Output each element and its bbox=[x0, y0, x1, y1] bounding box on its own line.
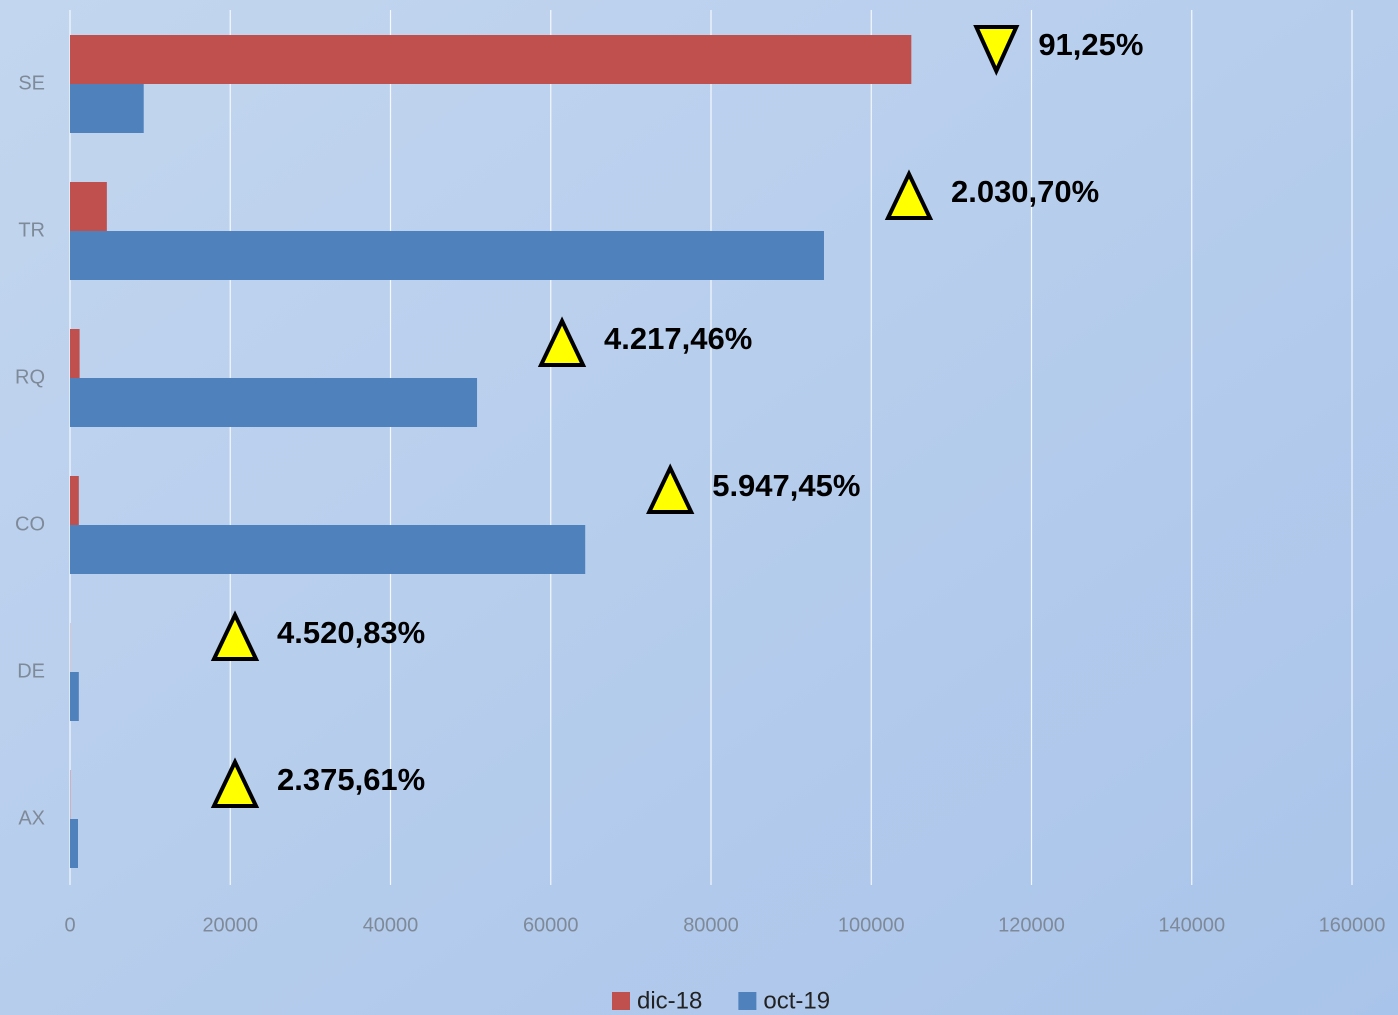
legend-swatch bbox=[612, 992, 630, 1010]
bar bbox=[70, 525, 586, 574]
triangle-marker bbox=[210, 757, 260, 808]
bar bbox=[70, 476, 79, 525]
y-tick-label: TR bbox=[18, 219, 45, 241]
annotation: 91,25% bbox=[1038, 27, 1143, 62]
annotation: 5.947,45% bbox=[712, 468, 860, 503]
bar bbox=[70, 672, 79, 721]
x-tick-label: 140000 bbox=[1158, 914, 1225, 936]
bar bbox=[70, 819, 79, 868]
y-tick-label: CO bbox=[15, 513, 45, 535]
legend-label: dic-18 bbox=[637, 987, 702, 1014]
y-tick-label: DE bbox=[17, 660, 45, 682]
bar bbox=[70, 35, 912, 84]
y-tick-label: SE bbox=[18, 72, 45, 94]
x-tick-label: 60000 bbox=[523, 914, 579, 936]
legend-swatch bbox=[738, 992, 757, 1010]
bar bbox=[70, 329, 80, 378]
y-tick-label: RQ bbox=[15, 366, 45, 388]
triangle-marker bbox=[884, 169, 934, 220]
x-tick-label: 160000 bbox=[1319, 914, 1386, 936]
x-tick-label: 120000 bbox=[998, 914, 1065, 936]
bar bbox=[70, 84, 144, 133]
x-tick-label: 100000 bbox=[838, 914, 905, 936]
bar bbox=[70, 378, 478, 427]
triangle-marker bbox=[210, 610, 260, 661]
annotation: 2.030,70% bbox=[951, 174, 1099, 209]
x-tick-label: 20000 bbox=[202, 914, 258, 936]
triangle-marker bbox=[646, 463, 695, 514]
x-tick-label: 0 bbox=[64, 914, 75, 936]
triangle-marker bbox=[973, 25, 1020, 76]
bar bbox=[70, 231, 824, 280]
x-tick-label: 80000 bbox=[683, 914, 739, 936]
triangle-marker bbox=[537, 316, 587, 367]
annotation: 2.375,61% bbox=[277, 762, 425, 797]
y-tick-label: AX bbox=[18, 807, 45, 829]
annotation: 4.217,46% bbox=[604, 321, 752, 356]
annotation: 4.520,83% bbox=[277, 615, 425, 650]
x-tick-label: 40000 bbox=[363, 914, 419, 936]
bar bbox=[70, 182, 107, 231]
legend-label: oct-19 bbox=[763, 987, 830, 1014]
